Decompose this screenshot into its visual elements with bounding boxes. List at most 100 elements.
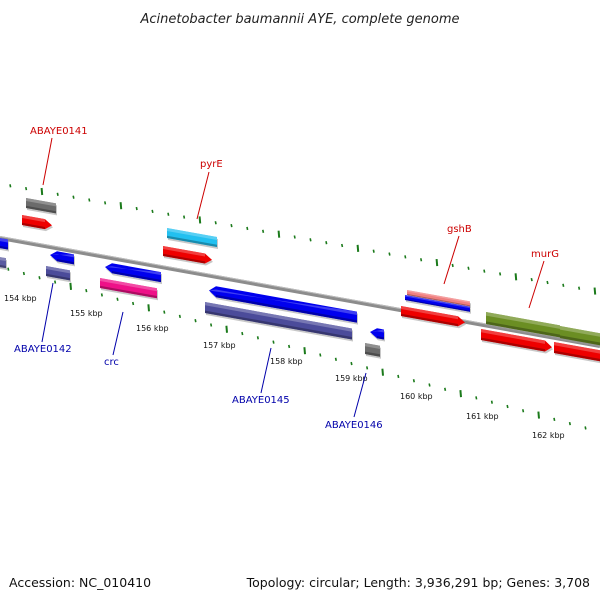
- label-leader-line: [528, 260, 545, 309]
- ruler-minor-tick: [241, 331, 244, 336]
- ruler-minor-tick: [366, 366, 369, 370]
- ruler-minor-tick: [230, 223, 233, 228]
- gene-feature-red[interactable]: [481, 329, 553, 354]
- gene-label[interactable]: ABAYE0141: [30, 126, 88, 137]
- ruler-minor-tick: [584, 426, 587, 430]
- gene-feature-navy[interactable]: [46, 266, 71, 283]
- ruler-minor-tick: [262, 229, 265, 233]
- kbp-label: 157 kbp: [203, 341, 236, 350]
- ruler-minor-tick: [72, 195, 75, 199]
- ruler-minor-tick: [553, 417, 556, 422]
- ruler-minor-tick: [194, 319, 197, 323]
- gene-feature-blue[interactable]: [50, 251, 75, 267]
- ruler-major-tick: [119, 202, 123, 210]
- ruler-major-tick: [459, 390, 462, 398]
- ruler-minor-tick: [578, 286, 581, 290]
- ruler-major-tick: [537, 411, 540, 419]
- kbp-label: 158 kbp: [270, 357, 303, 366]
- ruler-minor-tick: [522, 409, 525, 413]
- label-leader-line: [353, 372, 367, 418]
- ruler-major-tick: [198, 216, 202, 224]
- label-leader-line: [41, 282, 54, 343]
- ruler-minor-tick: [506, 404, 509, 409]
- ruler-minor-tick: [451, 263, 454, 268]
- gene-label[interactable]: murG: [531, 249, 559, 260]
- ruler-major-tick: [381, 368, 384, 376]
- ruler-minor-tick: [56, 192, 59, 196]
- ruler-minor-tick: [341, 243, 344, 248]
- gene-feature-red[interactable]: [163, 246, 213, 266]
- gene-feature-blue[interactable]: [370, 328, 385, 342]
- genome-summary-text: Topology: circular; Length: 3,936,291 bp…: [246, 575, 590, 590]
- gene-feature-navy[interactable]: [205, 302, 353, 342]
- ruler-minor-tick: [372, 249, 375, 253]
- ruler-minor-tick: [214, 221, 217, 225]
- label-leader-line: [260, 347, 272, 394]
- gene-labels: ABAYE0141 pyrE gshB murG ABAYE0142 crc ABAYE01…: [14, 126, 559, 431]
- ruler-minor-tick: [530, 277, 533, 282]
- gene-label[interactable]: ABAYE0146: [325, 420, 383, 431]
- ruler-minor-tick: [562, 283, 565, 287]
- ruler-minor-tick: [256, 336, 259, 340]
- ruler-minor-tick: [412, 379, 415, 383]
- ruler-minor-tick: [85, 288, 88, 293]
- ruler-minor-tick: [467, 266, 470, 270]
- ruler-minor-tick: [499, 272, 502, 276]
- gene-feature-gray[interactable]: [26, 198, 57, 216]
- gene-feature-blue[interactable]: [209, 286, 358, 325]
- gene-feature-blue[interactable]: [105, 263, 162, 285]
- ruler-minor-tick: [490, 400, 493, 404]
- gene-feature-red[interactable]: [22, 215, 53, 232]
- gene-feature-magenta[interactable]: [100, 278, 158, 301]
- gene-label[interactable]: crc: [104, 357, 119, 368]
- ruler-major-tick: [69, 282, 72, 290]
- kbp-labels: 154 kbp 155 kbp 156 kbp 157 kbp 158 kbp 159 k…: [4, 294, 565, 440]
- ruler-minor-tick: [309, 238, 312, 242]
- outer-ruler: [9, 184, 597, 295]
- map-title: Acinetobacter baumannii AYE, complete ge…: [139, 12, 459, 27]
- label-leader-line: [196, 171, 210, 220]
- ruler-minor-tick: [135, 206, 138, 211]
- gene-feature-olive[interactable]: [560, 326, 600, 348]
- ruler-minor-tick: [420, 258, 423, 262]
- ruler-major-tick: [356, 244, 360, 252]
- ruler-minor-tick: [293, 235, 296, 239]
- ruler-minor-tick: [183, 215, 186, 219]
- ruler-minor-tick: [334, 357, 337, 361]
- gene-feature-red[interactable]: [401, 306, 466, 329]
- ruler-minor-tick: [288, 344, 291, 349]
- gene-label[interactable]: pyrE: [200, 159, 223, 170]
- ruler-minor-tick: [319, 353, 322, 357]
- gene-feature-olive[interactable]: [486, 312, 561, 340]
- kbp-label: 156 kbp: [136, 324, 169, 333]
- kbp-label: 161 kbp: [466, 412, 499, 421]
- ruler-minor-tick: [428, 383, 431, 387]
- ruler-minor-tick: [25, 186, 28, 191]
- ruler-minor-tick: [132, 301, 135, 306]
- gene-label[interactable]: gshB: [447, 224, 472, 235]
- gene-feature-cyan[interactable]: [167, 228, 218, 249]
- gene-label[interactable]: ABAYE0142: [14, 344, 72, 355]
- gene-feature-blue[interactable]: [0, 237, 9, 252]
- gene-feature-gray[interactable]: [365, 343, 381, 359]
- ruler-minor-tick: [475, 396, 478, 400]
- ruler-major-tick: [277, 230, 281, 238]
- ruler-minor-tick: [397, 374, 400, 379]
- ruler-minor-tick: [210, 323, 213, 327]
- ruler-minor-tick: [388, 252, 391, 256]
- ruler-minor-tick: [350, 361, 353, 366]
- ruler-minor-tick: [100, 293, 103, 297]
- gene-feature-blue[interactable]: [405, 295, 471, 314]
- ruler-major-tick: [435, 259, 439, 267]
- ruler-minor-tick: [7, 267, 10, 271]
- gene-feature-red[interactable]: [554, 342, 600, 364]
- gene-feature-navy[interactable]: [0, 256, 7, 271]
- ruler-minor-tick: [38, 276, 41, 280]
- leader-lines: [41, 137, 545, 418]
- inner-ruler: [7, 267, 587, 430]
- ruler-minor-tick: [546, 280, 549, 285]
- gene-label[interactable]: ABAYE0145: [232, 395, 290, 406]
- ruler-minor-tick: [246, 226, 249, 231]
- ruler-minor-tick: [178, 314, 181, 319]
